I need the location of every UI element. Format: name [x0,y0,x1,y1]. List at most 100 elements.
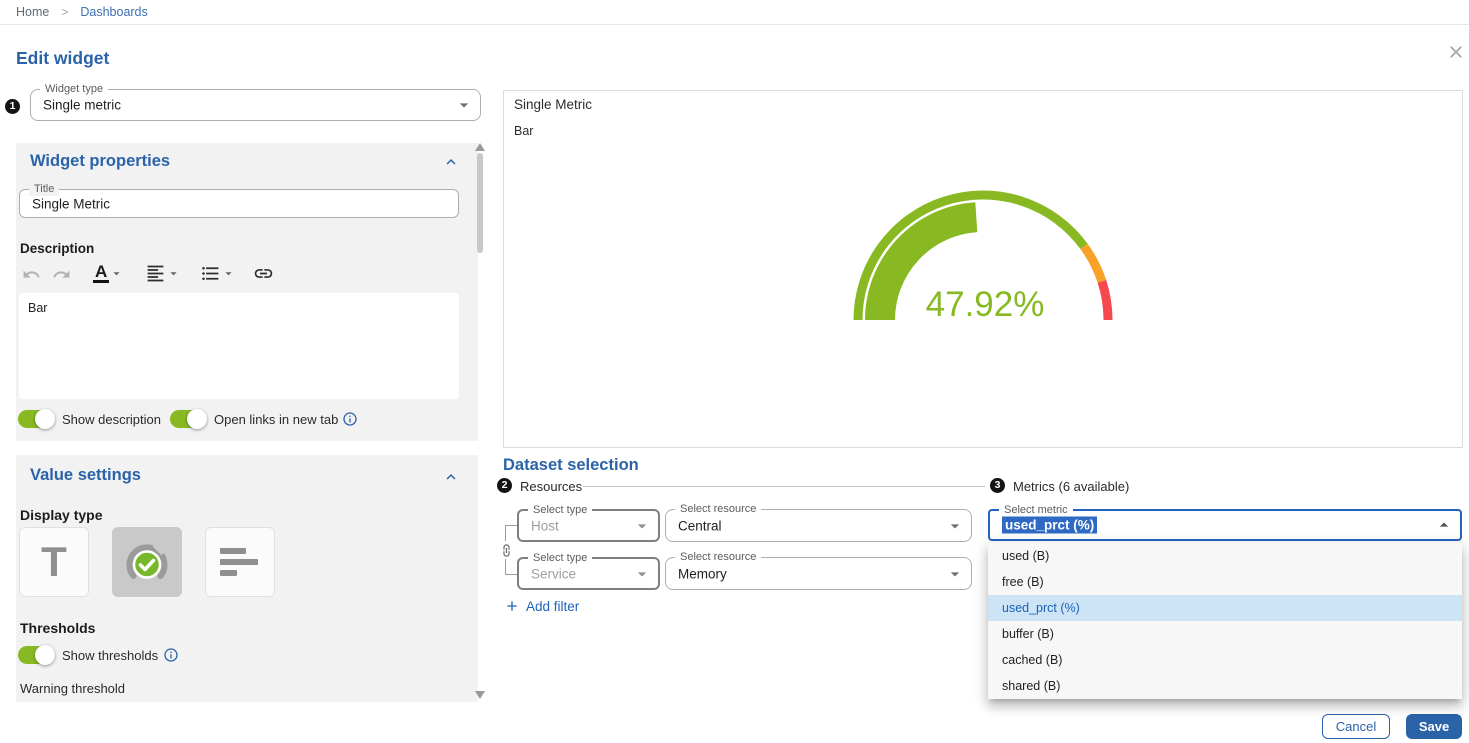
show-description-toggle[interactable] [18,409,55,429]
resources-label: Resources [520,479,583,494]
resource-select-1[interactable]: Select resource Central [665,502,972,542]
add-filter-label: Add filter [526,598,580,614]
align-button[interactable] [145,263,181,284]
widget-type-select[interactable]: Widget type Single metric [30,82,481,121]
gauge-value-arc [865,202,978,321]
page-title: Edit widget [16,48,110,68]
breadcrumb-separator: > [61,5,69,19]
dataset-selection-header: Dataset selection [503,456,639,474]
description-label: Description [20,241,95,256]
info-icon[interactable] [342,411,358,427]
metric-select[interactable]: Select metric used_prct (%) [988,503,1462,541]
scrollbar-down-icon[interactable] [475,691,485,699]
title-input-value: Single Metric [32,196,111,211]
chevron-down-icon [950,571,960,576]
menu-option[interactable]: used (B) [1002,549,1050,563]
resource-link-bracket [505,525,517,526]
menu-option[interactable]: cached (B) [1002,653,1063,667]
menu-option[interactable]: free (B) [1002,575,1044,589]
display-type-text-button[interactable]: T [19,527,89,597]
widget-preview-panel: Single Metric Bar 47.92% [503,90,1463,448]
save-button[interactable]: Save [1406,714,1462,739]
widget-properties-header: Widget properties [30,152,171,170]
gauge-value-text: 47.92% [926,285,1045,324]
undo-button[interactable] [22,265,41,284]
scrollbar-up-icon[interactable] [475,143,485,151]
select-type-label: Select type [528,503,593,517]
chevron-down-icon [950,523,960,528]
description-textarea[interactable]: Bar [19,293,459,399]
show-thresholds-label: Show thresholds [62,648,159,663]
align-left-icon [147,265,164,282]
warning-threshold-label: Warning threshold [20,681,126,696]
open-links-toggle[interactable] [170,409,207,429]
chevron-down-icon [225,272,232,276]
resource-type-select-1[interactable]: Select type Host [517,503,660,542]
select-resource-label: Select resource [675,502,762,516]
description-text: Bar [28,301,48,315]
gauge-arc-warning [1080,243,1107,283]
breadcrumb: Home > Dashboards [0,0,1469,25]
widget-type-value: Single metric [43,97,122,113]
link-button[interactable] [253,263,274,284]
text-color-button[interactable]: A [93,263,124,283]
select-metric-label: Select metric [999,503,1073,517]
chain-link-icon [502,543,510,557]
collapse-widget-properties-icon[interactable] [442,153,460,171]
show-thresholds-toggle[interactable] [18,645,55,665]
resource-type-select-2[interactable]: Select type Service [517,551,660,590]
chevron-down-icon [113,271,120,275]
gauge-display-icon [126,543,168,579]
thresholds-label: Thresholds [20,620,96,636]
value-settings-header: Value settings [30,466,141,484]
bullet-list-icon [202,266,219,281]
text-color-icon: A [93,262,110,283]
breadcrumb-dashboards-link[interactable]: Dashboards [80,5,148,19]
breadcrumb-home-link[interactable]: Home [16,5,50,19]
menu-option[interactable]: shared (B) [1002,679,1061,693]
select-metric-value: used_prct (%) [1002,516,1098,534]
chevron-down-icon [637,571,647,576]
step-3-badge: 3 [990,478,1005,493]
gauge-chart: 47.92% [853,190,1113,324]
gauge-arc-ok [853,190,1088,321]
cancel-button[interactable]: Cancel [1322,714,1390,739]
display-type-gauge-button[interactable] [112,527,182,597]
close-icon [1450,46,1462,58]
select-resource-value: Memory [678,566,727,581]
select-type-label: Select type [528,551,593,565]
redo-button[interactable] [52,265,71,284]
select-type-value: Service [531,566,577,581]
menu-option-selected[interactable]: used_prct (%) [988,595,1462,621]
info-icon[interactable] [163,647,179,663]
collapse-value-settings-icon[interactable] [442,468,460,486]
step-1-badge: 1 [5,99,20,114]
title-input[interactable]: Title Single Metric [19,182,459,218]
preview-description: Bar [514,124,534,138]
preview-title: Single Metric [514,97,593,112]
resource-chain [498,541,514,559]
scrollbar-thumb[interactable] [477,153,483,253]
metric-options-menu: used (B) free (B) used_prct (%) buffer (… [988,543,1462,699]
chevron-down-icon [459,103,469,108]
gauge-arc-critical [1097,280,1113,321]
resources-divider [583,486,985,487]
open-links-label: Open links in new tab [214,412,339,427]
menu-option[interactable]: buffer (B) [1002,627,1054,641]
resource-select-2[interactable]: Select resource Memory [665,550,972,590]
list-button[interactable] [200,263,236,284]
select-resource-value: Central [678,518,722,533]
redo-icon [53,270,70,278]
step-2-badge: 2 [497,478,512,493]
add-filter-button[interactable]: Add filter [504,598,579,614]
bar-display-icon [220,548,260,576]
close-button[interactable] [1446,42,1466,62]
display-type-label: Display type [20,507,103,523]
plus-icon [507,601,517,611]
select-type-value: Host [531,518,559,533]
link-icon [254,269,273,278]
display-type-bar-button[interactable] [205,527,275,597]
title-input-label: Title [29,182,60,196]
chevron-up-icon [1439,522,1449,527]
